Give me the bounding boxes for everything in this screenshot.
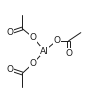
- Text: O: O: [7, 65, 14, 74]
- Text: O: O: [53, 36, 60, 45]
- Text: O: O: [65, 49, 72, 58]
- Text: O: O: [30, 59, 37, 68]
- Text: O: O: [7, 28, 14, 37]
- Text: Al: Al: [40, 47, 49, 55]
- Text: O: O: [30, 33, 37, 42]
